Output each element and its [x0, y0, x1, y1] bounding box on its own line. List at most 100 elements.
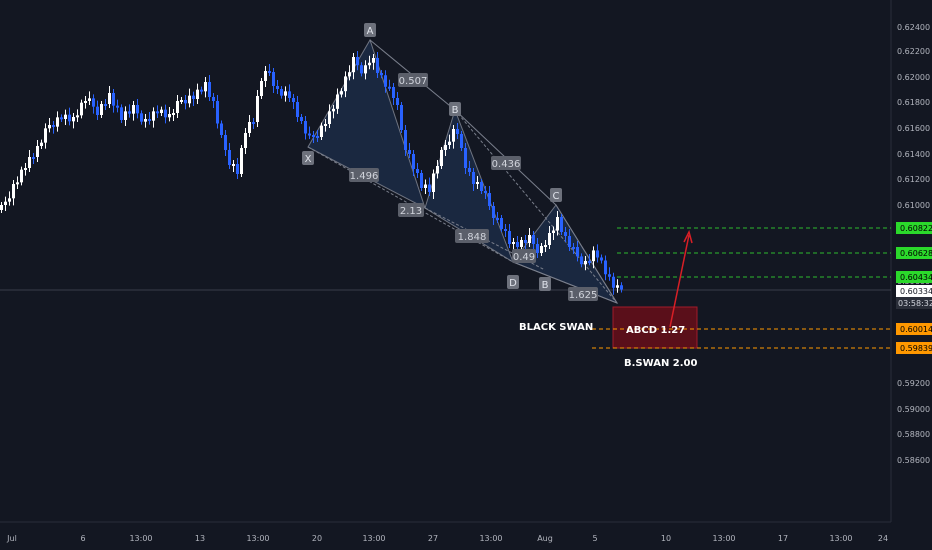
candle-body — [272, 72, 275, 86]
candle-body — [16, 182, 19, 185]
candle-body — [400, 105, 403, 130]
ratio-7-label: 1.625 — [569, 290, 598, 301]
candle-body — [144, 119, 147, 122]
candle-body — [544, 245, 547, 247]
ratio-5-label: 1.848 — [458, 232, 487, 243]
candle-body — [96, 106, 99, 115]
candle-body — [208, 82, 211, 97]
entry-badge-2: 0.59839 — [900, 344, 932, 353]
entry-zone-box[interactable] — [612, 306, 698, 349]
target-badge-3-bg — [896, 271, 932, 283]
point-x-bg — [302, 151, 314, 165]
candle-body — [304, 121, 307, 134]
point-x-label: X — [305, 154, 312, 165]
candle-body — [4, 201, 7, 205]
candle-body — [552, 230, 555, 233]
time-tick-label: 24 — [878, 534, 888, 543]
candle-body — [384, 75, 387, 87]
candle-body — [172, 113, 175, 115]
candle-body — [284, 91, 287, 96]
entry-badge-2-bg — [896, 342, 932, 354]
candle-body — [104, 104, 107, 106]
candle-body — [428, 184, 431, 192]
point-b-bg — [449, 102, 461, 116]
target-badge-2-bg — [896, 247, 932, 259]
time-axis[interactable]: Jul 6 13:00 13 13:00 20 13:00 27 13:00 Aug 5 10 13:0… — [6, 534, 888, 543]
candle-body — [108, 93, 111, 104]
candle-body — [120, 107, 123, 120]
candle-body — [252, 122, 255, 124]
candle-body — [12, 184, 15, 199]
candle-body — [100, 104, 103, 115]
candle-body — [168, 114, 171, 118]
candle-body — [196, 89, 199, 99]
candle-body — [136, 105, 139, 114]
current-price-badge-bg — [896, 285, 932, 297]
candle-body — [524, 240, 527, 243]
candle-body — [156, 111, 159, 114]
candle-body — [568, 236, 571, 247]
countdown-badge: 03:58:32 — [898, 299, 932, 308]
candle-body — [452, 129, 455, 142]
candle-body — [44, 128, 47, 143]
price-tick-label: 0.61400 — [897, 150, 930, 159]
candle-body — [344, 76, 347, 92]
candle-body — [116, 105, 119, 108]
candle-body — [480, 182, 483, 191]
price-axis[interactable]: 0.62400 0.62200 0.62000 0.61800 0.61600 0.614… — [897, 23, 930, 465]
target-badge-2: 0.60628 — [900, 249, 932, 258]
candle-body — [496, 218, 499, 220]
d-to-d2-line — [512, 261, 618, 304]
candle-body — [296, 102, 299, 117]
candle-body — [292, 98, 295, 102]
candle-body — [604, 260, 607, 275]
projection-arrow-shaft — [669, 234, 690, 328]
pattern-point-labels: A X B C D B D — [302, 23, 625, 333]
ratio-2-bg — [491, 156, 521, 170]
price-tick-label: 0.62400 — [897, 23, 930, 32]
ratio-7-bg — [568, 287, 598, 301]
ratio-4-bg — [398, 203, 424, 217]
candle-body — [312, 135, 315, 137]
candle-body — [336, 94, 339, 109]
candle-body — [592, 250, 595, 262]
candle-body — [184, 100, 187, 104]
time-tick-label: 6 — [80, 534, 85, 543]
candle-body — [436, 166, 439, 174]
point-c-bg — [550, 188, 562, 202]
candle-body — [576, 247, 579, 257]
ratio-1-label: 0.507 — [399, 76, 428, 87]
candle-body — [448, 141, 451, 145]
candle-body — [300, 117, 303, 121]
candle-body — [48, 125, 51, 129]
candle-body — [28, 157, 31, 168]
candle-body — [328, 111, 331, 124]
point-d-bg — [507, 275, 519, 289]
candle-body — [112, 93, 115, 106]
price-tick-label: 0.58800 — [897, 430, 930, 439]
time-tick-label: 13:00 — [712, 534, 735, 543]
time-tick-label: 13 — [195, 534, 205, 543]
candle-body — [140, 113, 143, 122]
candle-body — [20, 169, 23, 183]
candle-body — [500, 218, 503, 229]
ratio-2-label: 0.436 — [492, 159, 521, 170]
candle-body — [340, 91, 343, 95]
candle-body — [308, 133, 311, 136]
candle-body — [8, 198, 11, 202]
candle-body — [492, 206, 495, 218]
abcd-annotation: ABCD 1.27 — [626, 325, 685, 336]
candle-body — [276, 86, 279, 89]
candle-body — [260, 81, 263, 96]
candle-body — [204, 82, 207, 92]
black-swan-annotation: BLACK SWAN — [519, 322, 593, 333]
time-tick-label: 17 — [778, 534, 788, 543]
ratio-6-bg — [512, 249, 536, 263]
candle-body — [616, 285, 619, 288]
candle-body — [432, 173, 435, 192]
candle-body — [316, 136, 319, 138]
candle-body — [228, 150, 231, 165]
candle-body — [40, 142, 43, 146]
candle-body — [608, 274, 611, 277]
